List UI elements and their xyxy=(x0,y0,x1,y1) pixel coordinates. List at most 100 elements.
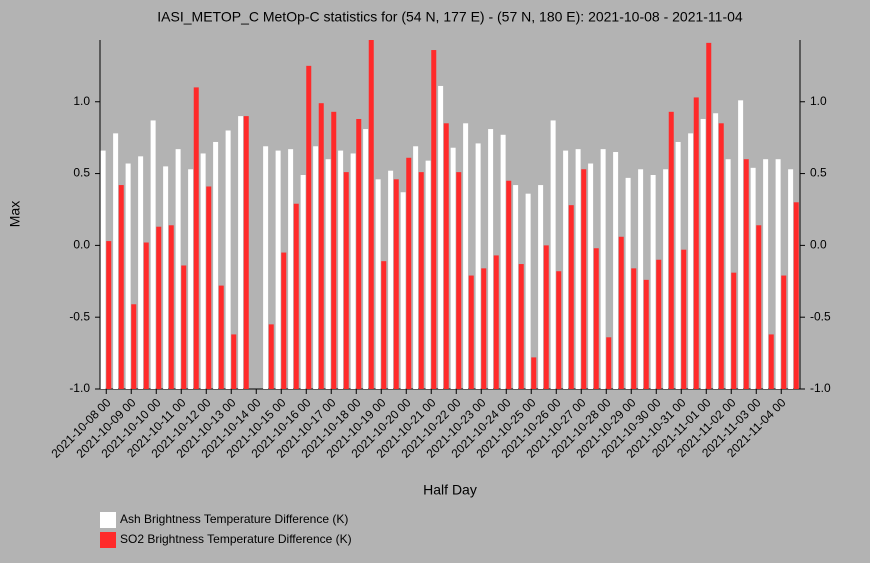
bar xyxy=(131,304,137,389)
y-tick-label: -0.5 xyxy=(69,309,90,323)
bar xyxy=(138,156,144,389)
bar xyxy=(500,134,506,389)
bar xyxy=(550,120,556,390)
bar xyxy=(693,97,699,390)
y2-tick-label: 0.5 xyxy=(810,166,827,180)
bar xyxy=(668,111,674,389)
bar xyxy=(518,264,524,389)
bar xyxy=(743,159,749,389)
bar xyxy=(581,169,587,389)
bar xyxy=(218,285,224,389)
bar xyxy=(275,150,281,389)
bar xyxy=(613,152,619,389)
bar xyxy=(513,185,519,389)
bar xyxy=(356,118,362,390)
bar xyxy=(175,149,181,389)
bar xyxy=(475,143,481,389)
bar xyxy=(206,186,212,389)
bar xyxy=(406,157,412,389)
bar xyxy=(538,185,544,389)
bar xyxy=(468,275,474,389)
bar xyxy=(568,205,574,389)
bar xyxy=(200,153,206,389)
y-tick-label: 0.0 xyxy=(73,238,90,252)
legend-swatch xyxy=(100,512,116,528)
bar xyxy=(525,193,531,389)
bar xyxy=(543,245,549,389)
bar xyxy=(118,185,124,389)
legend-swatch xyxy=(100,532,116,548)
bar xyxy=(481,268,487,389)
bar xyxy=(650,175,656,389)
bar xyxy=(688,133,694,389)
bar xyxy=(793,202,799,389)
bar xyxy=(425,160,431,389)
x-axis-label: Half Day xyxy=(423,482,477,498)
bar xyxy=(300,175,306,389)
bar xyxy=(606,337,612,389)
bar xyxy=(575,149,581,389)
bar xyxy=(143,242,149,389)
bar xyxy=(681,249,687,389)
bar xyxy=(268,324,274,389)
bar xyxy=(531,357,537,389)
bar xyxy=(663,169,669,389)
bar xyxy=(431,50,437,389)
bar xyxy=(731,272,737,389)
bar xyxy=(493,255,499,389)
y-tick-label: 0.5 xyxy=(73,166,90,180)
bar xyxy=(113,133,119,389)
bar xyxy=(325,159,331,389)
bar xyxy=(181,265,187,389)
bar xyxy=(393,179,399,389)
bar xyxy=(368,40,374,389)
bar xyxy=(150,120,156,390)
bar xyxy=(725,159,731,389)
bar xyxy=(600,149,606,389)
bar xyxy=(318,103,324,389)
bar xyxy=(593,248,599,389)
bar xyxy=(106,241,112,389)
bar xyxy=(706,42,712,389)
y2-tick-label: 1.0 xyxy=(810,94,827,108)
bar xyxy=(588,163,594,389)
bar xyxy=(313,146,319,389)
bar xyxy=(763,159,769,389)
bar xyxy=(213,141,219,389)
bar xyxy=(400,192,406,389)
bar xyxy=(450,147,456,389)
y-axis-label: Max xyxy=(7,201,23,227)
bar xyxy=(343,172,349,389)
bar xyxy=(413,146,419,389)
bar xyxy=(768,334,774,389)
bar xyxy=(738,100,744,389)
bar xyxy=(781,275,787,389)
bar xyxy=(288,149,294,389)
bar xyxy=(556,271,562,389)
bar xyxy=(243,116,249,390)
legend-label: SO2 Brightness Temperature Difference (K… xyxy=(120,532,352,546)
bar xyxy=(700,118,706,390)
bar xyxy=(750,167,756,389)
legend-label: Ash Brightness Temperature Difference (K… xyxy=(120,512,348,526)
y2-tick-label: -1.0 xyxy=(810,381,831,395)
bar xyxy=(656,259,662,389)
bar xyxy=(338,150,344,389)
bar xyxy=(718,123,724,389)
bar xyxy=(375,179,381,389)
chart-title: IASI_METOP_C MetOp-C statistics for (54 … xyxy=(157,9,743,25)
bar xyxy=(263,146,269,389)
y-tick-label: 1.0 xyxy=(73,94,90,108)
bar xyxy=(168,225,174,389)
bar xyxy=(156,226,162,389)
bar xyxy=(488,129,494,389)
bar xyxy=(756,225,762,389)
bar xyxy=(456,172,462,389)
bar xyxy=(238,116,244,390)
bar xyxy=(443,123,449,389)
bar xyxy=(363,129,369,389)
bar xyxy=(625,177,631,389)
y-tick-label: -1.0 xyxy=(69,381,90,395)
bar xyxy=(193,87,199,389)
